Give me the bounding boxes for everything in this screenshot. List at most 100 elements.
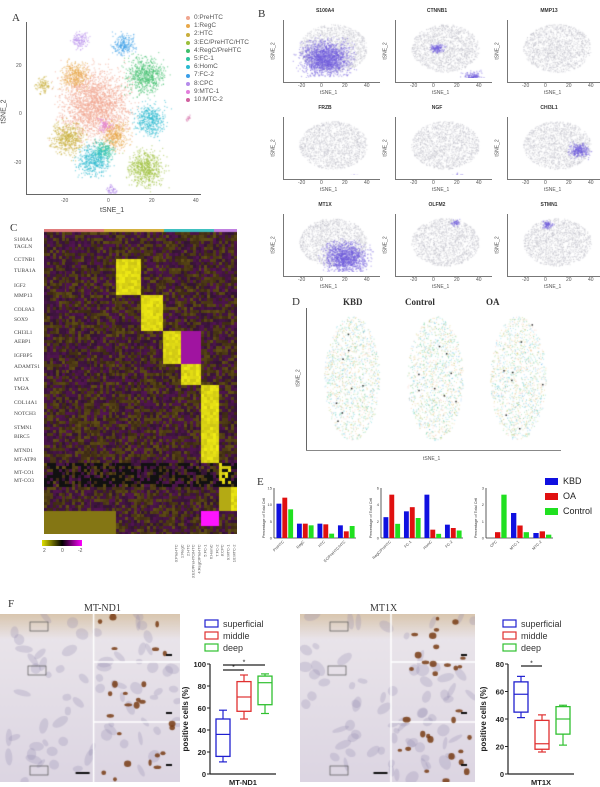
x-axis-label: tSNE_1 bbox=[320, 284, 338, 290]
cluster-column-label: 0:PreHTC bbox=[173, 544, 179, 563]
y-tick-label: 80 bbox=[198, 682, 206, 691]
x-tick: 40 bbox=[588, 277, 594, 283]
axes-frame bbox=[395, 20, 492, 83]
x-tick: 20 bbox=[342, 83, 348, 89]
bar-chart-e1: 0 5 10 15 Percentage of Total Cell PreHTC RegC… bbox=[262, 486, 356, 563]
feature-plot-title: FRZB bbox=[318, 105, 332, 111]
image-title-mt-nd1: MT-ND1 bbox=[84, 603, 121, 614]
legend-swatch bbox=[186, 24, 190, 29]
bar-kbd bbox=[511, 513, 517, 538]
x-axis bbox=[306, 450, 561, 451]
category-label: MTC-1 bbox=[509, 540, 520, 551]
panel-label-f: F bbox=[8, 598, 15, 610]
x-tick: -20 bbox=[410, 277, 418, 283]
x-tick: 40 bbox=[588, 83, 594, 89]
bar-legend: KBD OA Control bbox=[545, 474, 592, 519]
bar-chart-e2: 0 2 4 6 Percentage of Total Cell RegC/PreHTC F… bbox=[369, 486, 463, 560]
y-tick: 0 bbox=[19, 111, 22, 117]
x-axis-label: tSNE_1 bbox=[544, 187, 562, 193]
plot-title-oa: OA bbox=[486, 297, 500, 307]
cluster-column-label: 10:MTC-2 bbox=[231, 544, 237, 563]
y-axis-label: Percentage of Total Cell bbox=[474, 498, 478, 538]
y-axis-label: positive cells (%) bbox=[181, 686, 190, 751]
significance-star: * bbox=[232, 665, 235, 672]
legend-label: Control bbox=[563, 506, 593, 516]
bar-kbd bbox=[424, 494, 430, 538]
box-plot-mt1x: superficial middle deep 0 20 40 60 80 positive c… bbox=[479, 619, 574, 787]
bar-control bbox=[308, 525, 314, 538]
x-tick: 20 bbox=[566, 83, 572, 89]
y-axis bbox=[306, 308, 307, 450]
x-tick: -20 bbox=[522, 83, 530, 89]
bar-oa bbox=[389, 494, 395, 538]
cluster-column-label: 2:HTC bbox=[185, 544, 191, 557]
legend-label: superficial bbox=[223, 619, 264, 629]
bar-control bbox=[329, 533, 335, 538]
cluster-column-label: 7:FC-2 bbox=[214, 544, 220, 557]
legend-label: 9:MTC-1 bbox=[194, 87, 220, 95]
legend-item: 10:MTC-2 bbox=[186, 96, 249, 104]
legend-label: deep bbox=[223, 643, 243, 653]
x-tick: 20 bbox=[454, 180, 460, 186]
gene-label: MT-ATP8 bbox=[14, 457, 37, 463]
y-axis-label: positive cells (%) bbox=[479, 686, 488, 751]
split-tsne-plots bbox=[307, 308, 572, 450]
gene-label: MT1X bbox=[14, 377, 29, 383]
legend-item: 8:CPC bbox=[186, 80, 249, 88]
y-tick-label: 4 bbox=[377, 502, 380, 507]
y-tick-label: 1 bbox=[482, 519, 485, 524]
x-tick: 40 bbox=[476, 180, 482, 186]
bar-control bbox=[395, 523, 401, 538]
category-label: PreHTC bbox=[272, 540, 285, 553]
category-label: EC/PreHTC/HTC bbox=[323, 540, 346, 563]
feature-plot-s100a4 bbox=[285, 18, 380, 78]
gene-label: MMP13 bbox=[14, 293, 33, 299]
legend-swatch bbox=[186, 40, 190, 45]
legend-label: 6:HomC bbox=[194, 63, 218, 71]
bar-chart-e3: 0 1 2 3 Percentage of Total Cell CPC MTC-1 MTC-… bbox=[474, 486, 553, 551]
x-tick: 0 bbox=[432, 83, 435, 89]
legend-item: 1:RegC bbox=[186, 22, 249, 30]
plot-title-kbd: KBD bbox=[343, 297, 363, 307]
y-tick-label: 0 bbox=[202, 770, 206, 779]
x-tick: -20 bbox=[298, 277, 306, 283]
category-label: HTC bbox=[318, 540, 327, 549]
bar-oa bbox=[282, 497, 288, 538]
x-axis-label: tSNE_1 bbox=[423, 456, 441, 462]
legend-label: 0:PreHTC bbox=[194, 14, 223, 21]
gene-label: SOX9 bbox=[14, 317, 28, 323]
bar-oa bbox=[430, 529, 436, 538]
y-tick-label: 60 bbox=[496, 688, 504, 697]
legend-label: 1:RegC bbox=[194, 22, 217, 30]
feature-plot-stmn1 bbox=[509, 212, 600, 272]
x-tick: 0 bbox=[432, 277, 435, 283]
y-tick-label: 10 bbox=[268, 502, 273, 507]
gene-label: STMN1 bbox=[14, 425, 33, 431]
legend-label: 10:MTC-2 bbox=[194, 96, 223, 104]
legend-label: 3:EC/PreHTC/HTC bbox=[194, 38, 249, 46]
axes-frame bbox=[507, 214, 600, 277]
significance-star: * bbox=[243, 660, 246, 667]
y-axis-label: tSNE_2 bbox=[382, 42, 389, 60]
axes-frame bbox=[395, 117, 492, 180]
gene-label: IGFBP5 bbox=[14, 353, 33, 359]
cluster-column-label: 6:HomC bbox=[208, 544, 214, 560]
cluster-legend: 0:PreHTC 1:RegC 2:HTC 3:EC/PreHTC/HTC 4:RegC… bbox=[186, 14, 249, 104]
x-tick: 0 bbox=[544, 83, 547, 89]
feature-plot-frzb bbox=[285, 115, 380, 175]
panel-label-b: B bbox=[258, 8, 266, 20]
y-axis-label: tSNE_2 bbox=[494, 42, 501, 60]
legend-swatch bbox=[545, 508, 558, 515]
x-tick: 0 bbox=[320, 180, 323, 186]
x-tick: -20 bbox=[410, 83, 418, 89]
legend-swatch bbox=[186, 81, 190, 86]
y-tick-label: 15 bbox=[268, 486, 273, 491]
feature-plot-chi3l1 bbox=[509, 115, 600, 175]
y-tick-label: 6 bbox=[377, 486, 380, 491]
expression-heatmap bbox=[44, 229, 237, 534]
bar-kbd bbox=[533, 533, 539, 538]
gene-label: TAGLN bbox=[14, 244, 33, 250]
legend-label: KBD bbox=[563, 476, 582, 486]
x-tick: -20 bbox=[410, 180, 418, 186]
feature-plot-title: MT1X bbox=[318, 202, 332, 208]
